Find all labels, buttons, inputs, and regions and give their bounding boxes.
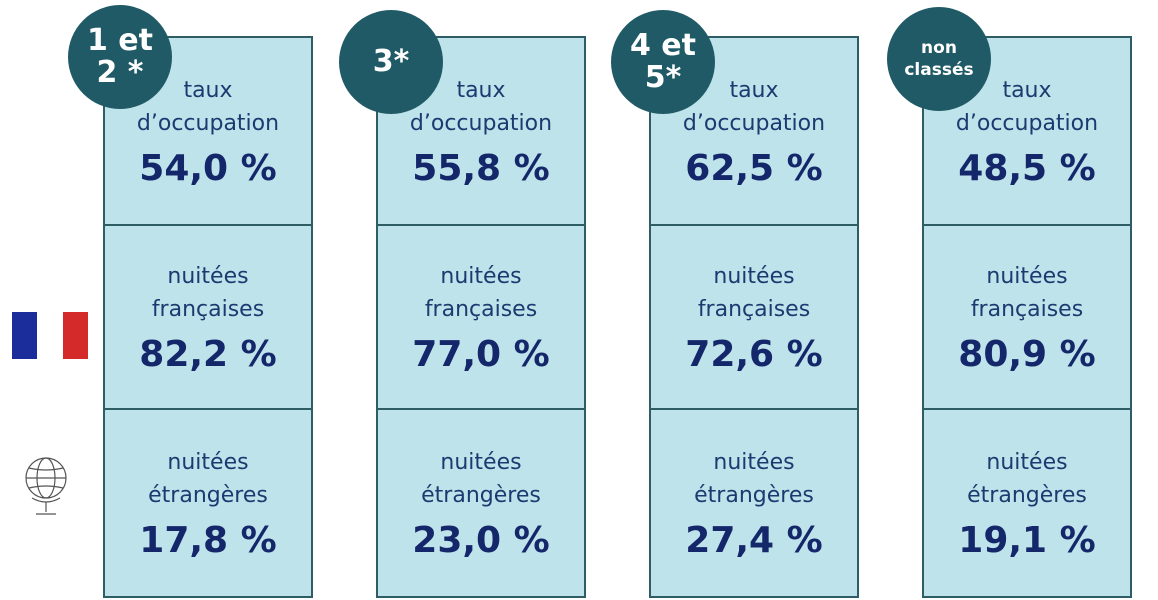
cell-label: d’occupation xyxy=(955,110,1099,136)
badge-line: 4 et xyxy=(629,28,696,63)
category-badge: non classés xyxy=(887,7,991,111)
cell: nuitées étrangères 17,8 % xyxy=(103,408,313,598)
cell-label: nuitées xyxy=(440,449,522,475)
column: taux d’occupation 54,0 % nuitées françaises 8… xyxy=(103,36,313,598)
cell: nuitées étrangères 27,4 % xyxy=(649,408,859,598)
badge-line: 1 et xyxy=(86,23,153,58)
cell-label: d’occupation xyxy=(682,110,826,136)
category-badge: 1 et 2 * xyxy=(68,5,172,109)
cell-label: étrangères xyxy=(148,482,268,508)
cell-label: nuitées xyxy=(167,263,249,289)
cell-label: étrangères xyxy=(694,482,814,508)
column: taux d’occupation 62,5 % nuitées françaises 7… xyxy=(649,36,859,598)
cell-label: d’occupation xyxy=(409,110,553,136)
cell-label: taux xyxy=(729,77,779,103)
cell-value: 23,0 % xyxy=(412,519,550,561)
cell-label: taux xyxy=(456,77,506,103)
cell-value: 82,2 % xyxy=(139,333,277,375)
cell-value: 27,4 % xyxy=(685,519,823,561)
cell-value: 54,0 % xyxy=(139,147,277,189)
cell-label: d’occupation xyxy=(136,110,280,136)
badge-line: 3* xyxy=(372,44,410,79)
badge-line: non xyxy=(921,38,957,58)
cell: nuitées françaises 77,0 % xyxy=(376,224,586,410)
cell-value: 80,9 % xyxy=(958,333,1096,375)
cell: nuitées étrangères 23,0 % xyxy=(376,408,586,598)
cell-label: taux xyxy=(1002,77,1052,103)
cell-value: 72,6 % xyxy=(685,333,823,375)
cell-label: nuitées xyxy=(986,449,1068,475)
cell-value: 17,8 % xyxy=(139,519,277,561)
globe-icon xyxy=(25,457,67,515)
cell-label: nuitées xyxy=(713,449,795,475)
cell-label: nuitées xyxy=(167,449,249,475)
cell-label: françaises xyxy=(151,296,265,322)
french-flag xyxy=(12,312,88,359)
cell-value: 48,5 % xyxy=(958,147,1096,189)
cell-label: nuitées xyxy=(713,263,795,289)
badge-line: classés xyxy=(904,60,974,80)
category-badge: 3* xyxy=(339,10,443,114)
cell-label: françaises xyxy=(424,296,538,322)
cell: nuitées françaises 80,9 % xyxy=(922,224,1132,410)
cell: nuitées étrangères 19,1 % xyxy=(922,408,1132,598)
cell-label: étrangères xyxy=(421,482,541,508)
column: taux d’occupation 48,5 % nuitées françaises 8… xyxy=(922,36,1132,598)
badge-line: 2 * xyxy=(96,55,144,90)
cell-label: françaises xyxy=(697,296,811,322)
cell: taux d’occupation 54,0 % xyxy=(103,36,313,226)
badge-line: 5* xyxy=(644,60,682,95)
cell-label: nuitées xyxy=(986,263,1068,289)
cell-label: françaises xyxy=(970,296,1084,322)
cell-label: taux xyxy=(183,77,233,103)
cell-value: 19,1 % xyxy=(958,519,1096,561)
category-badge: 4 et 5* xyxy=(611,10,715,114)
cell-value: 55,8 % xyxy=(412,147,550,189)
cell-label: étrangères xyxy=(967,482,1087,508)
cell: nuitées françaises 72,6 % xyxy=(649,224,859,410)
cell-value: 77,0 % xyxy=(412,333,550,375)
cell-label: nuitées xyxy=(440,263,522,289)
column: taux d’occupation 55,8 % nuitées françaises 7… xyxy=(376,36,586,598)
cell: nuitées françaises 82,2 % xyxy=(103,224,313,410)
cell-value: 62,5 % xyxy=(685,147,823,189)
